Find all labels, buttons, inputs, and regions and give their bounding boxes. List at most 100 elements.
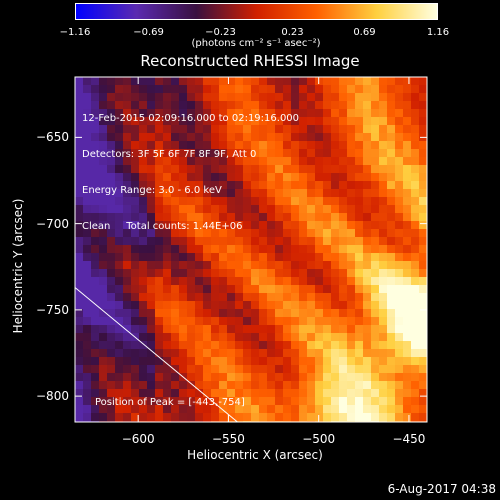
heatmap-cell bbox=[363, 389, 372, 398]
heatmap-cell bbox=[259, 333, 268, 342]
heatmap-cell bbox=[411, 389, 420, 398]
heatmap-cell bbox=[243, 141, 252, 150]
heatmap-cell bbox=[419, 405, 427, 414]
heatmap-cell bbox=[267, 333, 276, 342]
heatmap-cell bbox=[387, 261, 396, 270]
heatmap-cell bbox=[83, 77, 92, 86]
heatmap-cell bbox=[155, 405, 164, 414]
heatmap-cell bbox=[355, 157, 364, 166]
heatmap-cell bbox=[83, 317, 92, 326]
heatmap-cell bbox=[291, 373, 300, 382]
solar-limb-line bbox=[75, 287, 238, 422]
heatmap-cell bbox=[235, 253, 244, 262]
heatmap-cell bbox=[355, 333, 364, 342]
heatmap-cell bbox=[355, 237, 364, 246]
heatmap-cell bbox=[163, 213, 172, 222]
heatmap-cell bbox=[339, 333, 348, 342]
heatmap-cell bbox=[243, 181, 252, 190]
heatmap-cell bbox=[139, 413, 148, 422]
heatmap-cell bbox=[219, 309, 228, 318]
heatmap-cell bbox=[291, 245, 300, 254]
heatmap-cell bbox=[115, 229, 124, 238]
heatmap-cell bbox=[227, 381, 236, 390]
heatmap-cell bbox=[283, 133, 292, 142]
heatmap-cell bbox=[99, 85, 108, 94]
heatmap-cell bbox=[195, 189, 204, 198]
heatmap-cell bbox=[107, 325, 116, 334]
heatmap-cell bbox=[155, 261, 164, 270]
heatmap-cell bbox=[371, 181, 380, 190]
heatmap-cell bbox=[171, 349, 180, 358]
heatmap-cell bbox=[91, 237, 100, 246]
heatmap-cell bbox=[211, 309, 220, 318]
heatmap-cell bbox=[179, 133, 188, 142]
heatmap-cell bbox=[355, 141, 364, 150]
heatmap-cell bbox=[355, 309, 364, 318]
heatmap-cell bbox=[243, 317, 252, 326]
heatmap-cell bbox=[395, 205, 404, 214]
heatmap-cell bbox=[299, 213, 308, 222]
heatmap-cell bbox=[131, 77, 140, 86]
heatmap-cell bbox=[227, 405, 236, 414]
heatmap-cell bbox=[411, 85, 420, 94]
heatmap-cell bbox=[139, 197, 148, 206]
heatmap-cell bbox=[115, 245, 124, 254]
heatmap-cell bbox=[251, 173, 260, 182]
heatmap-cell bbox=[187, 85, 196, 94]
heatmap-cell bbox=[115, 365, 124, 374]
heatmap-cell bbox=[323, 125, 332, 134]
heatmap-cell bbox=[291, 333, 300, 342]
heatmap-cell bbox=[395, 221, 404, 230]
heatmap-cell bbox=[267, 229, 276, 238]
heatmap-cell bbox=[171, 221, 180, 230]
heatmap-cell bbox=[283, 349, 292, 358]
heatmap-cell bbox=[395, 285, 404, 294]
heatmap-cell bbox=[91, 125, 100, 134]
heatmap-cell bbox=[83, 269, 92, 278]
heatmap-cell bbox=[403, 389, 412, 398]
heatmap-cell bbox=[339, 221, 348, 230]
heatmap-cell bbox=[163, 405, 172, 414]
heatmap-cell bbox=[123, 229, 132, 238]
heatmap-cell bbox=[315, 413, 324, 422]
heatmap-cell bbox=[163, 317, 172, 326]
heatmap-cell bbox=[243, 173, 252, 182]
heatmap-cell bbox=[219, 317, 228, 326]
heatmap-cell bbox=[75, 205, 84, 214]
heatmap-cell bbox=[307, 317, 316, 326]
heatmap-cell bbox=[395, 149, 404, 158]
heatmap-cell bbox=[419, 197, 427, 206]
heatmap-cell bbox=[307, 189, 316, 198]
heatmap-cell bbox=[123, 293, 132, 302]
heatmap-cell bbox=[99, 165, 108, 174]
heatmap-cell bbox=[267, 149, 276, 158]
heatmap-cell bbox=[91, 149, 100, 158]
heatmap-cell bbox=[339, 349, 348, 358]
heatmap-cell bbox=[235, 381, 244, 390]
heatmap-cell bbox=[339, 93, 348, 102]
heatmap-cell bbox=[275, 277, 284, 286]
heatmap-cell bbox=[243, 365, 252, 374]
heatmap-cell bbox=[339, 381, 348, 390]
heatmap-cell bbox=[139, 245, 148, 254]
heatmap-cell bbox=[131, 285, 140, 294]
heatmap-cell bbox=[243, 77, 252, 86]
heatmap-cell bbox=[123, 397, 132, 406]
heatmap-cell bbox=[91, 365, 100, 374]
heatmap-cell bbox=[283, 365, 292, 374]
heatmap-cell bbox=[99, 101, 108, 110]
heatmap-cell bbox=[307, 133, 316, 142]
heatmap-cell bbox=[227, 173, 236, 182]
heatmap-cell bbox=[291, 141, 300, 150]
heatmap-cell bbox=[315, 93, 324, 102]
heatmap-cell bbox=[339, 365, 348, 374]
heatmap-cell bbox=[419, 117, 427, 126]
heatmap-cell bbox=[411, 237, 420, 246]
heatmap-cell bbox=[283, 293, 292, 302]
heatmap-cell bbox=[211, 357, 220, 366]
heatmap-cell bbox=[339, 109, 348, 118]
heatmap-cell bbox=[219, 277, 228, 286]
heatmap-cell bbox=[315, 213, 324, 222]
heatmap-cell bbox=[203, 149, 212, 158]
heatmap-cell bbox=[275, 413, 284, 422]
